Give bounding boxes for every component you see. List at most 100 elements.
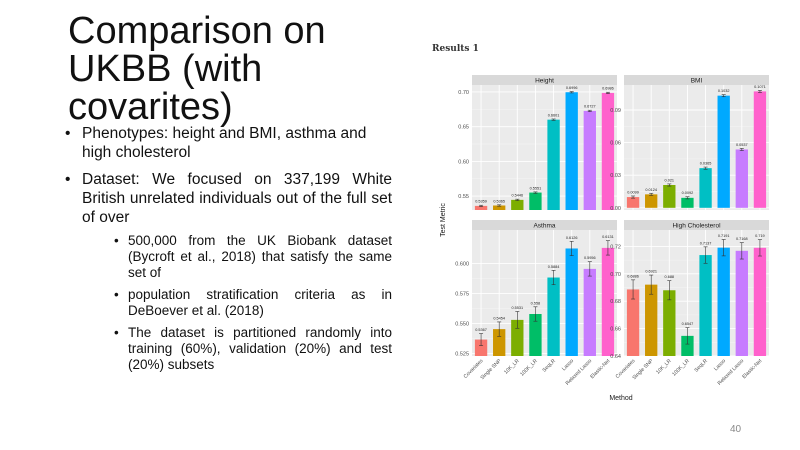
bar: [493, 205, 506, 210]
data-label: 0.5446: [512, 194, 524, 198]
bar: [735, 250, 748, 356]
bar: [601, 247, 615, 356]
y-tick-label: 0.65: [458, 125, 469, 131]
bar: [663, 185, 676, 208]
data-label: 0.5551: [530, 186, 542, 190]
data-label: 0.7168: [736, 237, 748, 241]
data-label: 0.6921: [645, 270, 657, 274]
x-tick-label: 100K_LR: [671, 358, 691, 378]
bullet-list: Phenotypes: height and BMI, asthma and h…: [62, 124, 392, 381]
bullet-dataset: Dataset: We focused on 337,199 White Bri…: [62, 170, 392, 373]
y-tick-label: 0.00: [610, 206, 621, 212]
bullet-text: Dataset: We focused on 337,199 White Bri…: [82, 171, 392, 226]
data-label: 0.6986: [602, 87, 614, 91]
bar: [645, 284, 658, 356]
bar: [645, 194, 658, 208]
bar: [753, 247, 767, 356]
x-tick-label: Lasso: [561, 358, 575, 372]
panel-title: BMI: [691, 78, 703, 85]
sub-bullet-uk-biobank: 500,000 from the UK Biobank dataset (Byc…: [82, 233, 392, 281]
y-axis-title: Test Metric: [440, 203, 447, 237]
bar: [547, 277, 560, 356]
data-label: 0.6727: [584, 105, 596, 109]
bullet-phenotypes: Phenotypes: height and BMI, asthma and h…: [62, 124, 392, 162]
x-tick-label: Lasso: [713, 358, 727, 372]
y-tick-label: 0.68: [610, 299, 621, 305]
bar: [699, 255, 712, 356]
x-axis-title: Method: [609, 395, 632, 402]
bar: [547, 119, 560, 210]
y-tick-label: 0.70: [458, 90, 469, 96]
bar: [565, 248, 578, 356]
data-label: 0.1032: [718, 89, 730, 93]
data-label: 0.719: [755, 234, 765, 238]
panel-strip: [624, 220, 769, 230]
sub-bullet-text: 500,000 from the UK Biobank dataset (Byc…: [128, 233, 392, 280]
panel-title: Height: [535, 78, 554, 85]
panel-title: Asthma: [533, 223, 555, 230]
y-tick-label: 0.03: [610, 173, 621, 179]
x-tick-label: SeqLR: [694, 358, 710, 374]
results-bar-chart: Height 0.55 0.60 0.65 0.70 0.5359 0.5365 0.5446…: [440, 75, 769, 402]
data-label: 0.5454: [493, 316, 505, 320]
panel-strip: [624, 75, 769, 85]
bar: [663, 290, 676, 356]
sub-bullet-text: population stratification criteria as in…: [128, 287, 392, 318]
bar: [681, 335, 694, 356]
sub-bullet-list: 500,000 from the UK Biobank dataset (Byc…: [82, 233, 392, 373]
data-label: 0.5359: [475, 200, 487, 204]
y-tick-label: 0.55: [458, 194, 469, 200]
y-tick-label: 0.60: [458, 159, 469, 165]
bullet-text: Phenotypes: height and BMI, asthma and h…: [82, 125, 367, 161]
panel-title: High Cholesterol: [672, 223, 721, 230]
bar: [583, 110, 596, 210]
data-label: 0.6601: [548, 113, 560, 117]
data-label: 0.5531: [512, 306, 524, 310]
x-tick-label: 10K_LR: [655, 358, 673, 376]
data-label: 0.5367: [475, 328, 487, 332]
bar: [717, 95, 730, 208]
y-tick-label: 0.550: [455, 322, 469, 328]
bar: [474, 339, 488, 356]
slide-title: Comparison on UKBB (with covarites): [68, 10, 326, 128]
data-label: 0.6126: [566, 236, 578, 240]
y-tick-label: 0.64: [610, 354, 621, 360]
figure-label: Results 1: [432, 44, 479, 54]
bar: [735, 149, 748, 208]
y-tick-label: 0.09: [610, 108, 621, 114]
data-label: 0.0092: [682, 191, 694, 195]
y-tick-label: 0.72: [610, 244, 621, 250]
page-number: 40: [730, 424, 742, 435]
bar: [626, 197, 640, 208]
y-tick-label: 0.525: [455, 352, 469, 358]
data-label: 0.5884: [548, 265, 560, 269]
x-tick-label: 10K_LR: [503, 358, 521, 376]
x-tick-label: Elastic-Net: [741, 358, 763, 380]
data-label: 0.558: [531, 301, 541, 305]
bar: [529, 192, 542, 210]
bar: [583, 268, 596, 356]
data-label: 0.0099: [627, 190, 639, 194]
bar: [493, 329, 506, 356]
data-label: 0.0537: [736, 143, 748, 147]
bar: [626, 289, 640, 356]
data-label: 0.688: [665, 275, 675, 279]
data-label: 0.7191: [718, 234, 730, 238]
y-tick-label: 0.66: [610, 327, 621, 333]
data-label: 0.6131: [602, 235, 614, 239]
panel-strip: [472, 220, 617, 230]
y-tick-label: 0.575: [455, 292, 469, 298]
y-tick-label: 0.06: [610, 141, 621, 147]
bar: [717, 247, 730, 356]
y-tick-label: 0.600: [455, 262, 469, 268]
sub-bullet-partition: The dataset is partitioned randomly into…: [82, 325, 392, 373]
bar: [529, 314, 542, 356]
panel-strip: [472, 75, 617, 85]
data-label: 0.021: [665, 178, 675, 182]
data-label: 0.5365: [493, 199, 505, 203]
x-tick-label: Elastic-Net: [589, 358, 611, 380]
bar: [699, 168, 712, 208]
data-label: 0.0124: [645, 188, 657, 192]
data-label: 0.6547: [682, 322, 694, 326]
data-label: 0.6996: [566, 86, 578, 90]
